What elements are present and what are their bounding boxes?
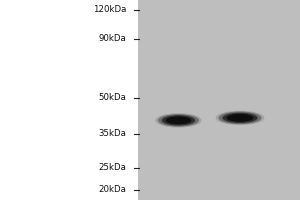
Ellipse shape [166,116,191,124]
Ellipse shape [155,113,202,128]
Bar [138,0,300,200]
Ellipse shape [158,114,199,127]
Text: 50kDa: 50kDa [98,93,126,102]
Text: 120kDa: 120kDa [93,5,126,15]
Text: 35kDa: 35kDa [98,129,126,138]
Ellipse shape [218,112,262,124]
Text: 25kDa: 25kDa [98,163,126,172]
Ellipse shape [216,111,264,125]
Text: 20kDa: 20kDa [98,186,126,194]
Text: 90kDa: 90kDa [98,34,126,43]
Ellipse shape [222,113,258,123]
Ellipse shape [226,114,254,122]
Ellipse shape [162,115,195,126]
